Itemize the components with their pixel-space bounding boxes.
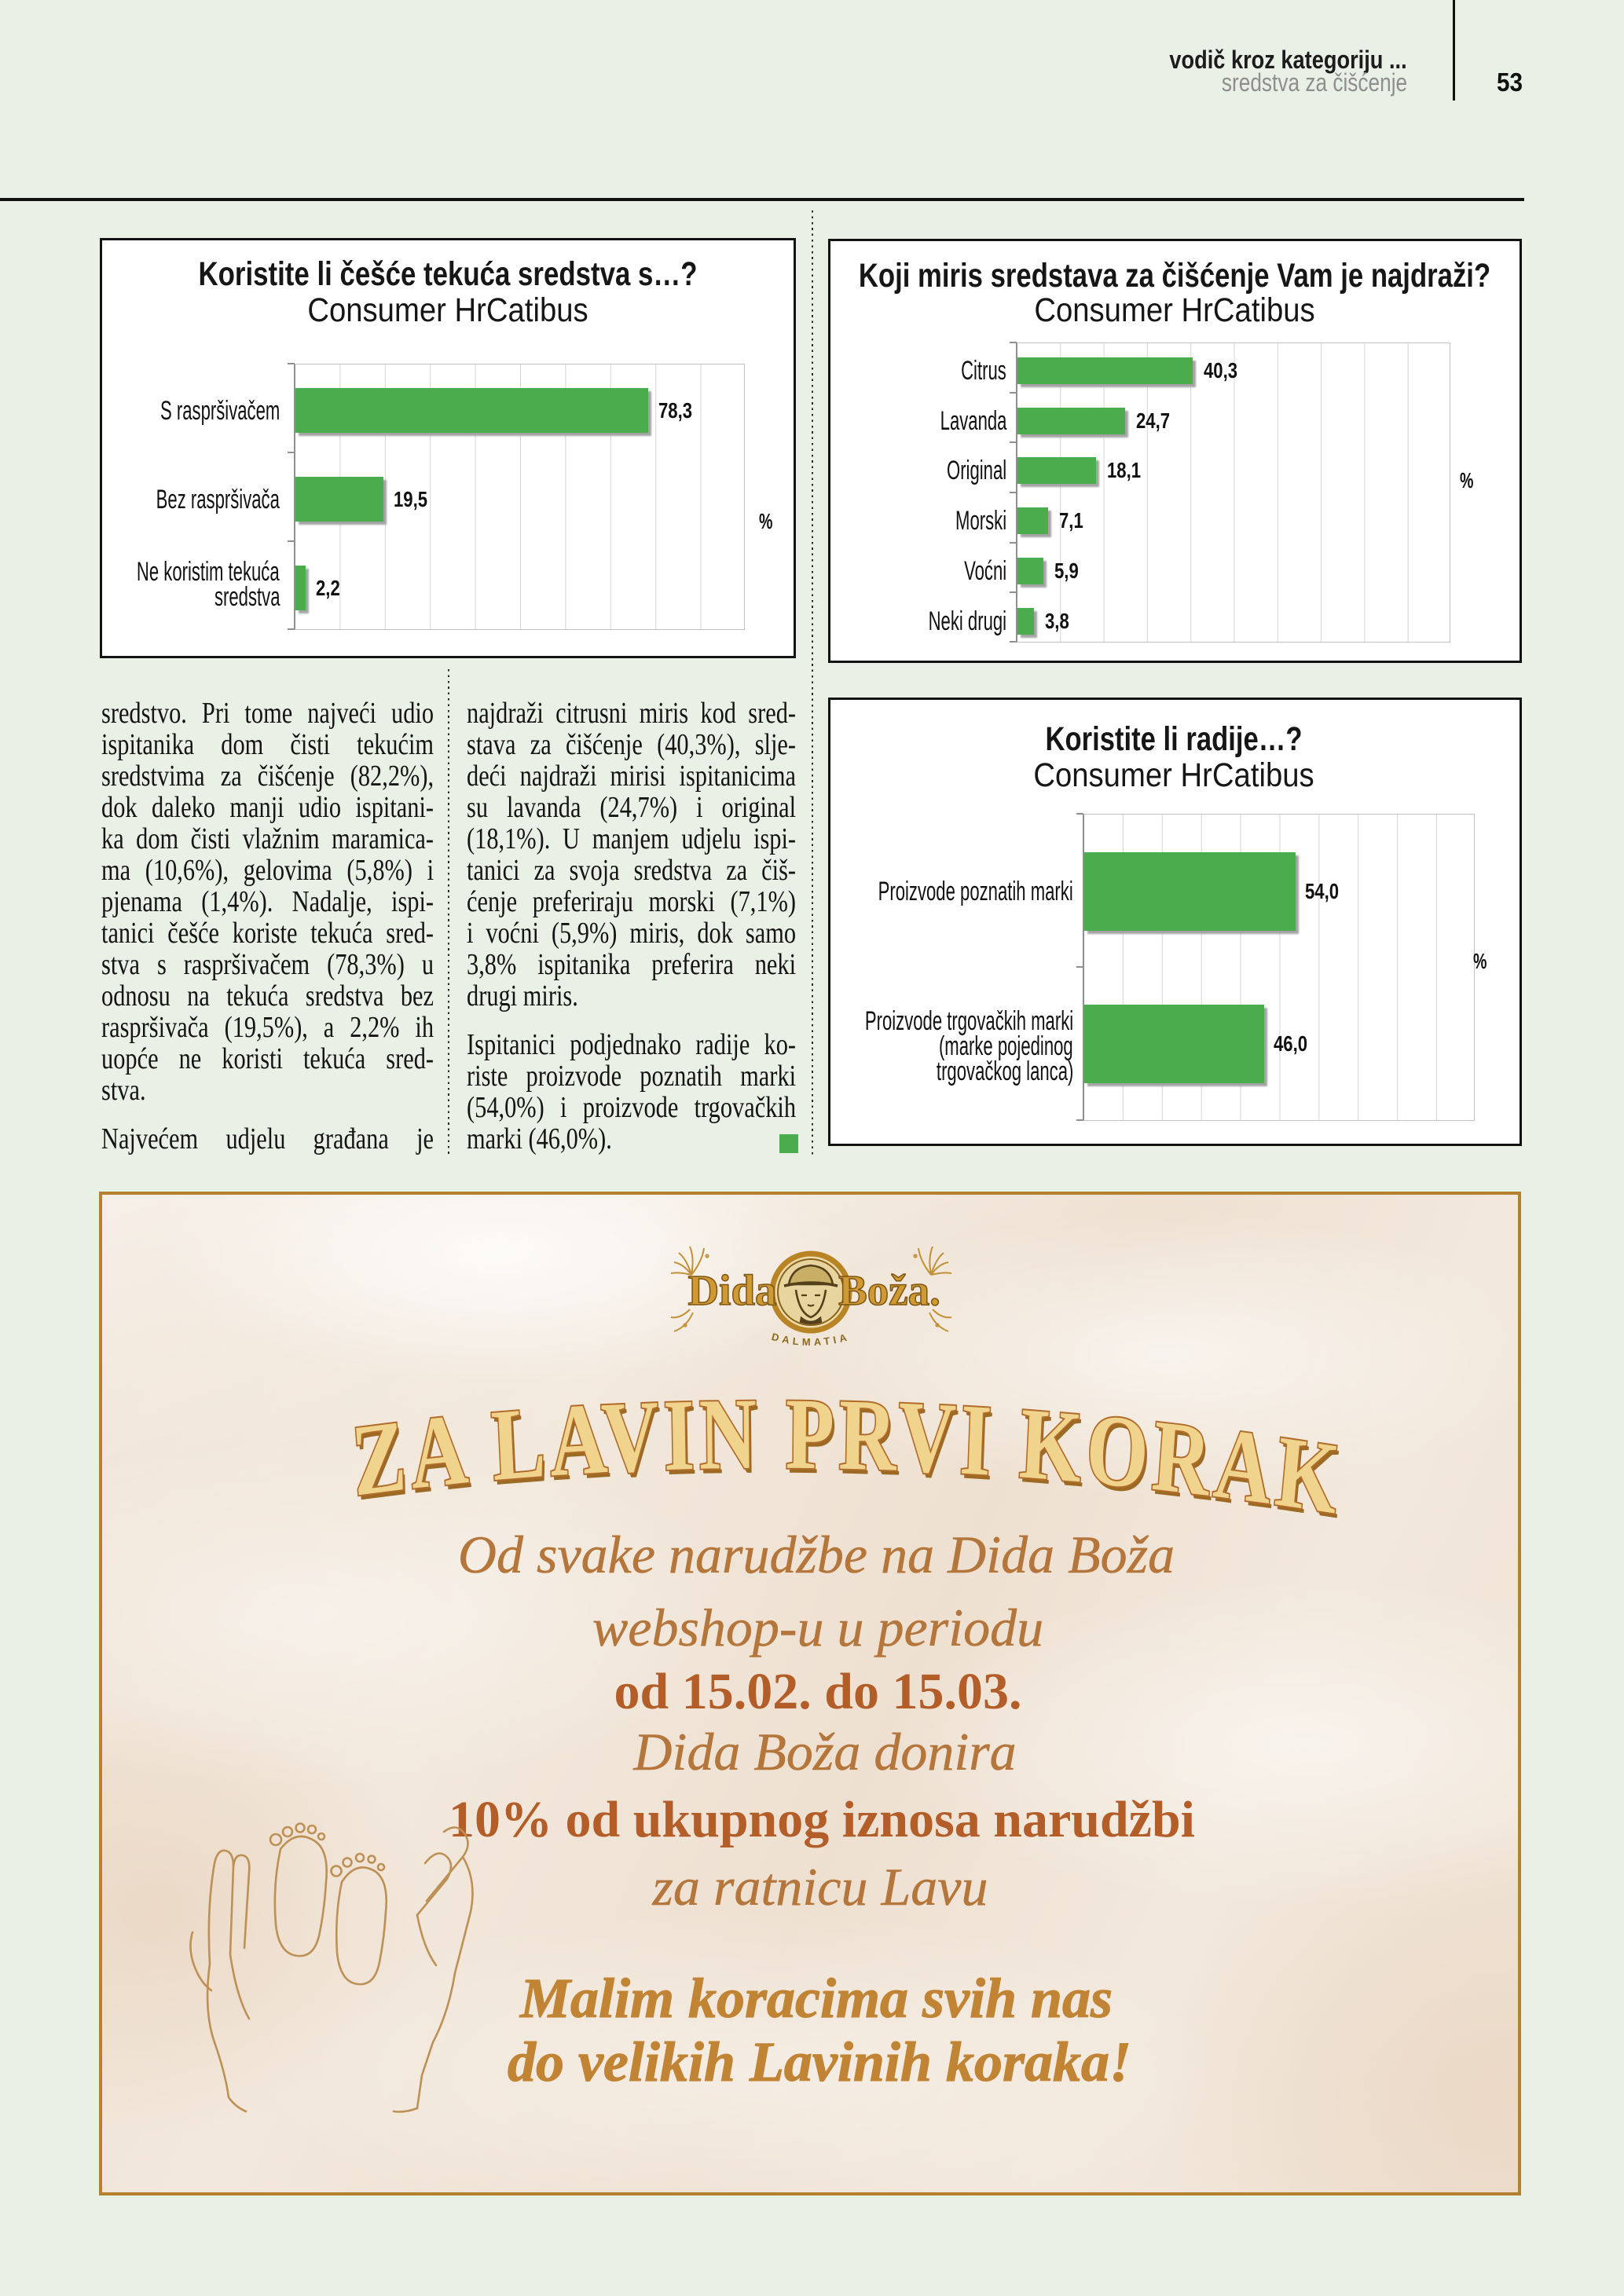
svg-text:Boža.: Boža. [838, 1266, 940, 1314]
svg-text:ZA LAVIN PRVI KORAK: ZA LAVIN PRVI KORAK [348, 1378, 1344, 1536]
svg-text:Dida: Dida [687, 1266, 776, 1314]
svg-text:DALMATIA: DALMATIA [771, 1331, 852, 1348]
